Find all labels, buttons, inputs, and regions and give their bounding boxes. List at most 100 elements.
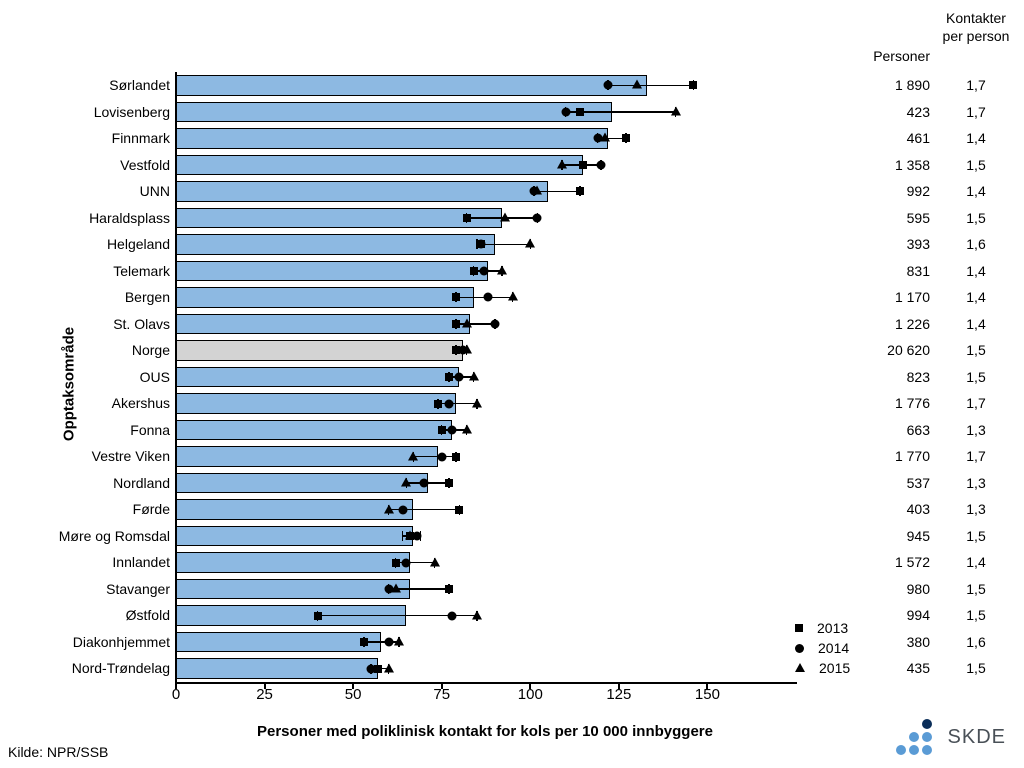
kontakter-value: 1,5 <box>940 523 1012 550</box>
marker-2014 <box>448 426 457 435</box>
marker-2013 <box>445 585 453 593</box>
marker-2013 <box>392 559 400 567</box>
marker-2014 <box>402 558 411 567</box>
marker-2015 <box>472 398 482 407</box>
marker-2014 <box>444 399 453 408</box>
category-label: Vestfold <box>2 152 170 178</box>
kontakter-value: 1,7 <box>940 390 1012 417</box>
kontakter-value: 1,7 <box>940 72 1012 99</box>
error-cap <box>402 531 404 541</box>
kontakter-value: 1,5 <box>940 602 1012 629</box>
data-row: Stavanger9801,5 <box>0 576 1024 603</box>
persons-value: 403 <box>855 496 930 523</box>
persons-value: 1 890 <box>855 72 930 99</box>
marker-2013 <box>579 161 587 169</box>
legend-label: 2015 <box>819 660 850 676</box>
data-row: UNN9921,4 <box>0 178 1024 205</box>
bar <box>176 234 495 255</box>
marker-2015 <box>671 106 681 115</box>
legend-2013: 2013 <box>795 618 850 638</box>
marker-2015 <box>532 186 542 195</box>
bar <box>176 499 413 520</box>
kontakter-value: 1,4 <box>940 311 1012 338</box>
category-label: Nord-Trøndelag <box>2 655 170 681</box>
persons-value: 435 <box>855 655 930 682</box>
category-label: Møre og Romsdal <box>2 523 170 549</box>
kontakter-value: 1,5 <box>940 364 1012 391</box>
category-label: Bergen <box>2 284 170 310</box>
marker-2014 <box>398 505 407 514</box>
legend: 2013 2014 2015 <box>795 618 850 678</box>
kontakter-value: 1,3 <box>940 470 1012 497</box>
bar <box>176 75 647 96</box>
kontakter-value: 1,4 <box>940 125 1012 152</box>
marker-2013 <box>314 612 322 620</box>
persons-value: 20 620 <box>855 337 930 364</box>
category-label: Nordland <box>2 470 170 496</box>
persons-value: 1 572 <box>855 549 930 576</box>
persons-value: 393 <box>855 231 930 258</box>
bar <box>176 552 410 573</box>
category-label: Helgeland <box>2 231 170 257</box>
persons-value: 461 <box>855 125 930 152</box>
category-label: Vestre Viken <box>2 443 170 469</box>
logo-text: SKDE <box>948 726 1006 749</box>
marker-2015 <box>472 610 482 619</box>
category-label: Stavanger <box>2 576 170 602</box>
marker-2014 <box>561 107 570 116</box>
bar <box>176 155 583 176</box>
kontakter-value: 1,5 <box>940 576 1012 603</box>
xtick-label: 125 <box>606 686 631 703</box>
kontakter-value: 1,4 <box>940 284 1012 311</box>
triangle-icon <box>795 663 805 672</box>
data-row: Nordland 537 1,3 <box>0 470 1024 497</box>
data-row: Sørlandet 1 890 1,7 <box>0 72 1024 99</box>
marker-2015 <box>394 637 404 646</box>
category-label: Sørlandet <box>2 72 170 98</box>
data-row: Norge20 6201,5 <box>0 337 1024 364</box>
marker-2013 <box>452 320 460 328</box>
source-text: Kilde: NPR/SSB <box>8 744 108 760</box>
marker-2014 <box>448 611 457 620</box>
persons-value: 945 <box>855 523 930 550</box>
bar <box>176 208 502 229</box>
bar <box>176 473 428 494</box>
bar <box>176 261 488 282</box>
kontakter-value: 1,6 <box>940 629 1012 656</box>
xtick-label: 25 <box>256 686 273 703</box>
legend-2015: 2015 <box>795 658 850 678</box>
data-row: Haraldsplass5951,5 <box>0 205 1024 232</box>
skde-logo: SKDE <box>896 718 1006 756</box>
persons-value: 1 770 <box>855 443 930 470</box>
marker-2014 <box>366 664 375 673</box>
persons-value: 423 <box>855 99 930 126</box>
marker-2015 <box>430 557 440 566</box>
data-row: Vestfold1 3581,5 <box>0 152 1024 179</box>
data-row: Finnmark4611,4 <box>0 125 1024 152</box>
bar <box>176 632 381 653</box>
bar <box>176 102 612 123</box>
persons-value: 537 <box>855 470 930 497</box>
marker-2014 <box>483 293 492 302</box>
bar <box>176 181 548 202</box>
marker-2015 <box>497 265 507 274</box>
marker-2015 <box>469 371 479 380</box>
category-label: Diakonhjemmet <box>2 629 170 655</box>
data-row: Østfold9941,5 <box>0 602 1024 629</box>
marker-2013 <box>438 426 446 434</box>
xtick-label: 150 <box>695 686 720 703</box>
data-row: Lovisenberg4231,7 <box>0 99 1024 126</box>
category-label: Førde <box>2 496 170 522</box>
category-label: St. Olavs <box>2 311 170 337</box>
data-row: Innlandet1 5721,4 <box>0 549 1024 576</box>
marker-2013 <box>452 453 460 461</box>
error-bar <box>608 85 693 87</box>
xtick-label: 75 <box>433 686 450 703</box>
marker-2015 <box>408 451 418 460</box>
xtick-label: 50 <box>345 686 362 703</box>
marker-2013 <box>622 134 630 142</box>
bar <box>176 446 438 467</box>
kontakter-value: 1,4 <box>940 549 1012 576</box>
data-row: Førde4031,3 <box>0 496 1024 523</box>
marker-2015 <box>384 504 394 513</box>
